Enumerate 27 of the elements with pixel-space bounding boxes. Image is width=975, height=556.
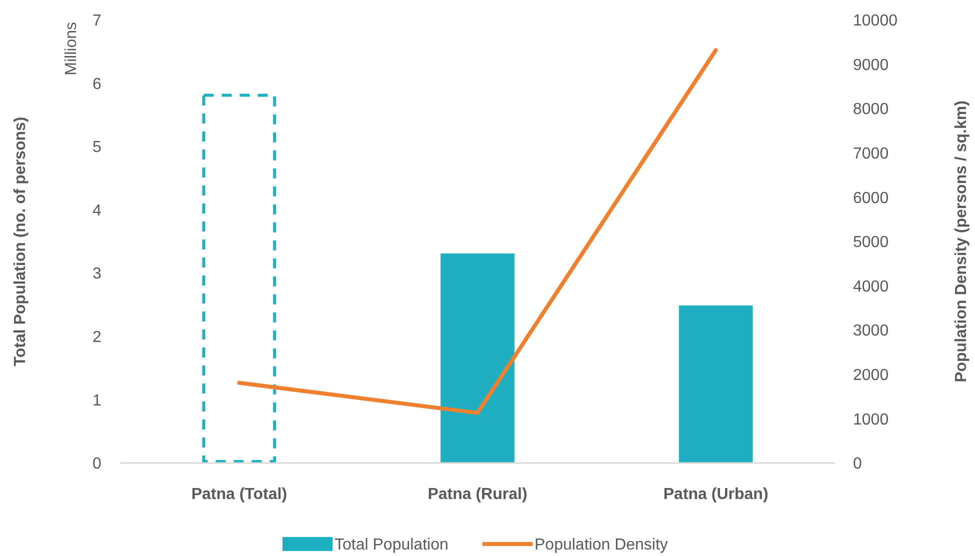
y-tick-label: 1 bbox=[92, 392, 102, 410]
y-tick-label: 6 bbox=[92, 76, 102, 93]
y2-tick-label: 8000 bbox=[853, 101, 889, 118]
y2-tick-label: 5000 bbox=[853, 234, 889, 252]
y2-tick-label: 2000 bbox=[853, 367, 889, 384]
y2-tick-label: 10000 bbox=[853, 12, 898, 30]
x-tick-label: Patna (Urban) bbox=[663, 486, 768, 503]
y2-tick-label: 1000 bbox=[853, 411, 889, 428]
y-axis-title: Total Population (no. of persons) bbox=[12, 116, 29, 366]
y2-tick-label: 4000 bbox=[853, 278, 889, 296]
y-tick-label: 3 bbox=[92, 266, 102, 283]
legend-label: Population Density bbox=[534, 536, 668, 554]
x-tick-label: Patna (Rural) bbox=[428, 486, 528, 503]
legend-label: Total Population bbox=[334, 536, 448, 554]
y-tick-label: 0 bbox=[92, 456, 102, 473]
y-tick-label: 5 bbox=[92, 139, 102, 156]
y-tick-label: 2 bbox=[92, 329, 102, 346]
y2-tick-label: 0 bbox=[853, 456, 862, 473]
text: Millions bbox=[63, 22, 80, 76]
y2-tick-label: 3000 bbox=[853, 322, 889, 340]
y2-tick-label: 7000 bbox=[853, 146, 889, 162]
y2-tick-label: 9000 bbox=[853, 56, 889, 74]
x-tick-label: Patna (Total) bbox=[191, 486, 288, 503]
y2-axis-title: Population Density (persons / sq.km) bbox=[953, 100, 970, 382]
y-tick-label: 7 bbox=[92, 12, 102, 30]
y2-tick-label: 6000 bbox=[853, 190, 889, 207]
y-tick-label: 4 bbox=[92, 202, 102, 220]
